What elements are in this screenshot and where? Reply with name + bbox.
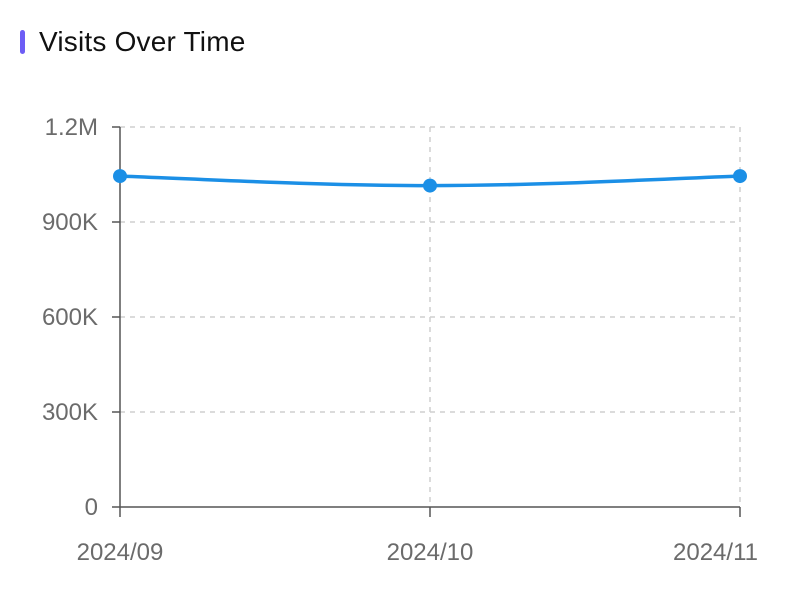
data-point[interactable] — [423, 178, 437, 193]
y-axis-ticks: 0 300K 600K 900K 1.2M — [42, 114, 120, 521]
series-group — [113, 169, 747, 193]
x-tick-label: 2024/10 — [387, 539, 474, 566]
y-tick-label: 300K — [42, 399, 98, 426]
y-tick-label: 900K — [42, 209, 98, 236]
chart-title: Visits Over Time — [39, 26, 246, 57]
x-tick-label: 2024/11 — [673, 539, 758, 566]
title-accent-bar — [20, 30, 25, 54]
x-tick-label: 2024/09 — [77, 539, 164, 566]
y-tick-label: 1.2M — [45, 114, 98, 141]
data-point[interactable] — [733, 169, 747, 184]
x-axis-ticks: 2024/09 2024/10 2024/11 — [77, 507, 758, 566]
data-point[interactable] — [113, 169, 127, 184]
y-tick-label: 0 — [85, 494, 98, 521]
y-tick-label: 600K — [42, 304, 98, 331]
chart-header: Visits Over Time — [20, 26, 246, 58]
